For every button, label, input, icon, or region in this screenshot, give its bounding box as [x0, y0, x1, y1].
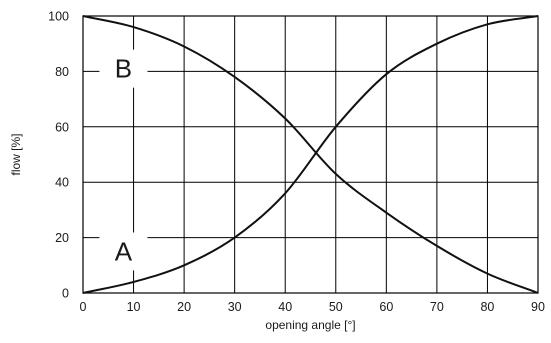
y-tick-label: 20: [55, 231, 69, 245]
x-tick-label: 0: [80, 300, 87, 314]
x-tick-label: 20: [177, 300, 191, 314]
series-labels: AB: [115, 54, 133, 267]
x-tick-label: 50: [329, 300, 343, 314]
x-tick-label: 80: [480, 300, 494, 314]
y-tick-label: 80: [55, 65, 69, 79]
series: [82, 15, 539, 294]
grid: [82, 15, 539, 294]
x-tick-label: 10: [127, 300, 141, 314]
x-tick-label: 30: [228, 300, 242, 314]
y-tick-label: 100: [48, 10, 69, 24]
plot-frame: [82, 15, 539, 294]
x-tick-label: 60: [379, 300, 393, 314]
x-tick-label: 70: [430, 300, 444, 314]
series-line-b: [82, 15, 539, 294]
y-tick-label: 40: [55, 176, 69, 190]
series-label-a: A: [115, 236, 133, 266]
label-backgrounds: [99, 49, 148, 271]
y-tick-label: 60: [55, 120, 69, 134]
series-label-b: B: [115, 54, 132, 84]
series-label-background: [99, 232, 148, 271]
tick-labels: 0 10 20 30 40 50 60 70 80 90 0 20 40 60 80 100: [48, 10, 545, 315]
x-tick-label: 90: [531, 300, 545, 314]
y-tick-label: 0: [62, 287, 69, 301]
series-line-a: [82, 15, 539, 294]
series-label-background: [99, 49, 148, 88]
x-tick-label: 40: [278, 300, 292, 314]
x-axis-title: opening angle [°]: [265, 318, 355, 332]
y-axis-title: flow [%]: [9, 133, 23, 175]
